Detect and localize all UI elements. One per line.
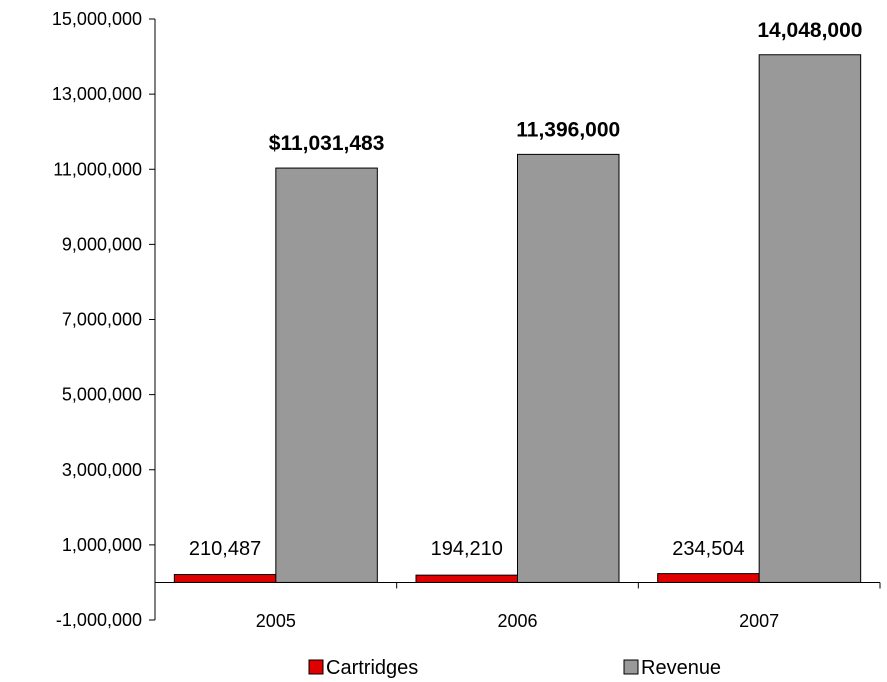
bar-revenue-2007 xyxy=(758,54,862,583)
data-label-cartridges-2005: 210,487 xyxy=(189,538,261,560)
bar-revenue-2005 xyxy=(275,167,378,583)
data-label-revenue-2006: 11,396,000 xyxy=(516,118,620,141)
data-labels: 210,487 194,210 234,504 $11,031,483 11,396,0… xyxy=(189,19,863,560)
legend-swatch-revenue xyxy=(623,659,639,675)
legend-label-cartridges: Cartridges xyxy=(326,657,418,679)
x-tick-label: 2005 xyxy=(256,611,296,631)
y-tick-label: 1,000,000 xyxy=(62,535,142,555)
legend: Cartridges Revenue xyxy=(308,657,721,679)
bar-revenue-2006 xyxy=(517,153,620,583)
legend-swatch-cartridges xyxy=(308,659,324,675)
x-tick-label: 2006 xyxy=(497,611,537,631)
x-tick-label: 2007 xyxy=(739,611,779,631)
y-tick-label: 5,000,000 xyxy=(62,385,142,405)
data-label-revenue-2007: 14,048,000 xyxy=(757,19,862,42)
y-tick-label: 7,000,000 xyxy=(62,310,142,330)
data-label-cartridges-2007: 234,504 xyxy=(672,538,744,560)
y-tick-label: 11,000,000 xyxy=(53,159,142,179)
bar-cartridges-2005 xyxy=(173,574,277,583)
y-tick-label: 3,000,000 xyxy=(62,460,142,480)
y-axis: -1,000,000 1,000,000 3,000,000 5,000,000 7,0… xyxy=(52,9,156,630)
bar-cartridges-2006 xyxy=(415,574,518,583)
bars xyxy=(173,54,862,583)
y-tick-label: 15,000,000 xyxy=(52,9,142,29)
y-tick-label: -1,000,000 xyxy=(56,610,142,630)
bar-cartridges-2007 xyxy=(657,573,760,583)
x-axis: 2005 2006 2007 xyxy=(154,581,881,631)
y-tick-label: 9,000,000 xyxy=(62,234,142,254)
data-label-cartridges-2006: 194,210 xyxy=(431,538,503,560)
legend-label-revenue: Revenue xyxy=(641,657,721,679)
y-tick-label: 13,000,000 xyxy=(52,84,142,104)
data-label-revenue-2005: $11,031,483 xyxy=(269,132,385,155)
